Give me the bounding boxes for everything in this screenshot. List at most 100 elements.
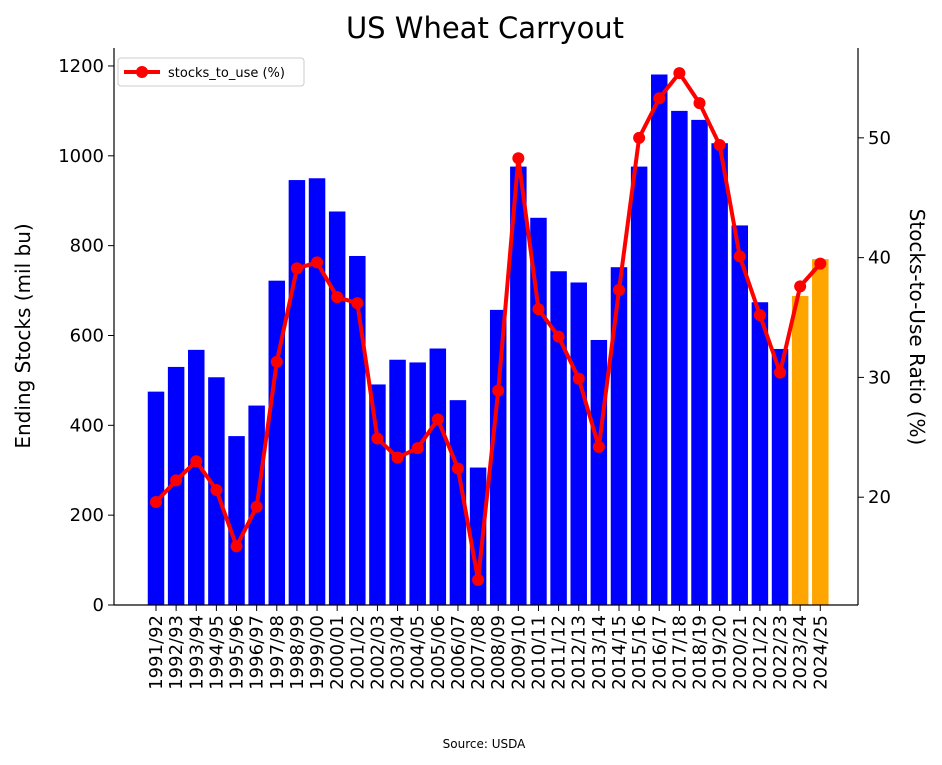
- source-note: Source: USDA: [443, 737, 527, 751]
- chart-title: US Wheat Carryout: [346, 11, 624, 45]
- x-tick-label: 2023/24: [790, 615, 811, 690]
- stocks-to-use-point: [693, 97, 706, 110]
- bar: [671, 110, 688, 606]
- bar: [731, 225, 749, 605]
- x-tick-label: 2008/09: [488, 615, 509, 690]
- bar: [570, 282, 587, 605]
- stocks-to-use-point: [673, 67, 686, 80]
- stocks-to-use-point: [552, 330, 565, 343]
- x-tick-label: 2022/23: [770, 615, 791, 690]
- bar: [369, 384, 386, 605]
- bar: [630, 166, 648, 605]
- stocks-to-use-point: [270, 355, 283, 368]
- stocks-to-use-point: [492, 384, 505, 397]
- x-tick-label: 2005/06: [428, 615, 449, 690]
- plot-area: 0 200 400 600 800 1000 1200 20 30 40 50 1991/92 1992…: [58, 48, 891, 690]
- y2-axis-label: Stocks-to-Use Ratio (%): [905, 209, 929, 446]
- x-tick-label: 1993/94: [186, 615, 207, 690]
- bar: [771, 348, 789, 605]
- x-tick-label: 2019/20: [710, 615, 731, 690]
- x-tick-label: 2020/21: [730, 615, 751, 690]
- x-tick-label: 2018/19: [690, 615, 711, 690]
- bar: [389, 359, 406, 605]
- bar: [429, 348, 447, 605]
- stocks-to-use-point: [612, 283, 625, 296]
- bar: [791, 295, 809, 605]
- stocks-to-use-point: [451, 462, 464, 475]
- x-tick-label: 2017/18: [669, 615, 690, 690]
- stocks-to-use-point: [733, 250, 746, 263]
- bar: [812, 259, 829, 605]
- x-tick-label: 2001/02: [347, 615, 368, 690]
- y2-tick-label: 30: [868, 367, 891, 388]
- legend: stocks_to_use (%): [117, 57, 305, 87]
- bar: [228, 436, 245, 605]
- x-tick-label: 2004/05: [408, 615, 429, 690]
- x-tick-label: 2011/12: [549, 615, 570, 690]
- stocks-to-use-point: [774, 366, 787, 379]
- y2-tick-label: 50: [868, 128, 891, 149]
- x-tick-label: 1999/00: [307, 615, 328, 690]
- stocks-to-use-point: [592, 440, 605, 453]
- y2-tick-label: 20: [868, 487, 891, 508]
- stocks-to-use-point: [170, 474, 183, 487]
- y-tick-label: 600: [70, 325, 104, 346]
- stocks-to-use-line: [154, 71, 822, 582]
- stocks-to-use-point: [311, 256, 324, 269]
- bar: [328, 211, 346, 605]
- bar: [449, 400, 467, 605]
- legend-label: stocks_to_use (%): [168, 66, 285, 81]
- bar: [510, 166, 527, 605]
- y-tick-label: 200: [70, 505, 104, 526]
- y-tick-label: 800: [70, 236, 104, 257]
- x-tick-label: 2016/17: [649, 615, 670, 690]
- stocks-to-use-point: [190, 455, 203, 468]
- stocks-to-use-point: [653, 92, 666, 105]
- x-tick-label: 2013/14: [589, 615, 610, 690]
- y-tick-label: 1200: [58, 56, 104, 77]
- x-tick-label: 2014/15: [609, 615, 630, 690]
- x-tick-label: 1997/98: [267, 615, 288, 690]
- stocks-to-use-point: [512, 152, 525, 165]
- stocks-to-use-point: [351, 297, 364, 310]
- stocks-to-use-point: [753, 309, 766, 322]
- stocks-to-use-point: [150, 495, 162, 508]
- bar: [308, 178, 326, 606]
- stocks-to-use-point: [411, 442, 424, 455]
- x-tick-label: 2006/07: [448, 615, 469, 690]
- x-tick-label: 2015/16: [629, 615, 650, 690]
- x-tick-label: 1996/97: [247, 615, 268, 690]
- stocks-to-use-point: [431, 413, 444, 426]
- stocks-to-use-point: [210, 484, 223, 497]
- bar: [288, 180, 306, 605]
- x-tick-label: 1995/96: [227, 615, 248, 690]
- legend-marker: [136, 66, 148, 78]
- x-tick-label: 2024/25: [810, 615, 831, 690]
- y-axis-label: Ending Stocks (mil bu): [11, 223, 35, 448]
- legend-frame: [117, 57, 305, 87]
- x-tick-label: 1991/92: [146, 615, 167, 690]
- x-tick-label: 2021/22: [750, 615, 771, 690]
- bar: [691, 119, 708, 605]
- stocks-to-use-point: [371, 432, 384, 445]
- stocks-to-use-point: [633, 131, 646, 144]
- x-tick-label: 1998/99: [287, 615, 308, 690]
- stocks-to-use-point: [391, 451, 404, 464]
- stocks-to-use-point: [794, 280, 807, 293]
- bar: [469, 467, 487, 605]
- stocks-to-use-point: [532, 303, 545, 316]
- stocks-to-use-point: [572, 372, 585, 385]
- y2-tick-label: 40: [868, 248, 891, 269]
- stocks-to-use-point: [713, 139, 726, 152]
- x-tick-label: 2010/11: [528, 615, 549, 690]
- y-tick-label: 400: [70, 415, 104, 436]
- x-tick-label: 1992/93: [166, 615, 187, 690]
- stocks-to-use-point: [250, 500, 263, 513]
- bar: [751, 302, 769, 605]
- y-tick-label: 0: [93, 595, 104, 616]
- x-tick-label: 1994/95: [206, 615, 227, 690]
- x-tick-label: 2000/01: [327, 615, 348, 690]
- bar: [550, 271, 567, 605]
- y-tick-label: 1000: [58, 146, 104, 167]
